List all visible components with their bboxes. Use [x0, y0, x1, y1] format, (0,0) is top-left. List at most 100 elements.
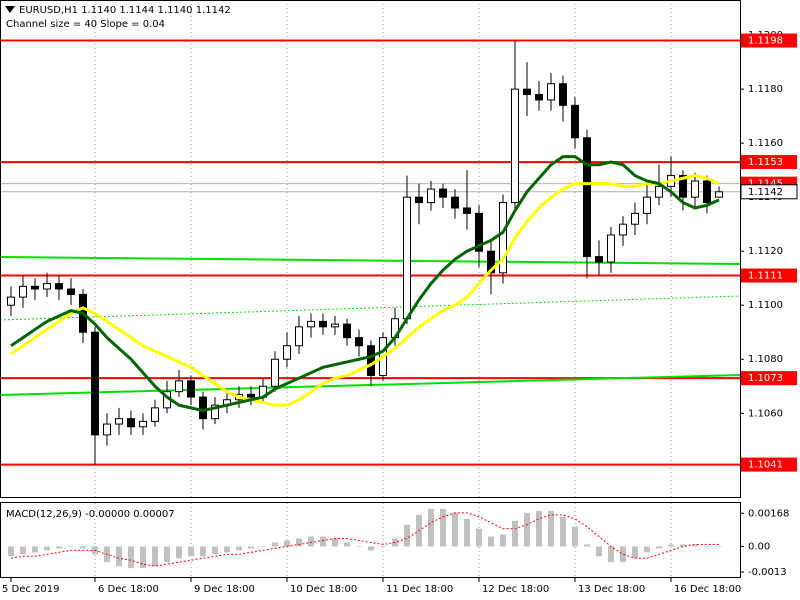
candle-body [631, 212, 639, 225]
candle-body [127, 418, 135, 428]
candle-body [343, 323, 351, 339]
candle-body [151, 407, 159, 422]
chart-title: EURUSD,H1 1.1140 1.1144 1.1140 1.1142 [19, 5, 231, 16]
macd-bar [80, 546, 86, 549]
macd-bar [68, 546, 74, 547]
candle-body [319, 320, 327, 328]
macd-bar [8, 546, 14, 557]
candle-body [463, 207, 471, 214]
macd-signal [10, 512, 719, 567]
channel-middle [0, 295, 741, 321]
candle-body [679, 175, 687, 198]
candle-body [403, 196, 411, 320]
candle-body [283, 345, 291, 360]
candle-body [31, 285, 39, 290]
x-tick-label: 12 Dec 18:00 [482, 584, 549, 595]
candle-body [547, 83, 555, 101]
candle-body [43, 283, 51, 290]
macd-bar [188, 546, 194, 557]
macd-bar [140, 546, 146, 569]
candle-body [415, 196, 423, 204]
macd-bar [368, 546, 374, 551]
level-label-box [741, 155, 797, 170]
macd-bar [716, 546, 722, 547]
macd-bar [524, 512, 530, 547]
level-label-box [741, 457, 797, 472]
macd-bar [680, 544, 686, 547]
candle-body [115, 418, 123, 425]
candle-body [427, 188, 435, 204]
candle-body [511, 88, 519, 204]
level-label: 1.1198 [748, 36, 783, 47]
macd-bar [704, 546, 710, 547]
x-tick-label: 11 Dec 18:00 [386, 584, 453, 595]
candle-body [175, 380, 183, 393]
macd-bar [212, 546, 218, 555]
level-label: 1.1041 [748, 460, 783, 471]
macd-bar [452, 512, 458, 547]
candle-body [571, 104, 579, 139]
macd-bar [536, 510, 542, 547]
macd-bar [152, 546, 158, 567]
candle-body [307, 320, 315, 328]
level-label-box [741, 371, 797, 386]
macd-bar [248, 546, 254, 549]
macd-bar [320, 536, 326, 547]
menu-triangle [5, 6, 15, 13]
macd-bar [668, 544, 674, 547]
y-tick-label: 1.1180 [748, 84, 783, 95]
candle-body [655, 185, 663, 198]
macd-bar [620, 546, 626, 563]
channel-upper [0, 256, 741, 265]
candle-body [7, 296, 15, 306]
candle-body [619, 223, 627, 236]
macd-bar [308, 536, 314, 547]
macd-bar [344, 542, 350, 547]
macd-bar [608, 546, 614, 563]
y-tick-label: 1.1100 [748, 300, 783, 311]
macd-bar [488, 536, 494, 547]
candle-body [55, 283, 63, 290]
candle-body [583, 137, 591, 258]
macd-bar [284, 540, 290, 547]
candle-body [271, 358, 279, 387]
macd-bar [512, 520, 518, 547]
candle-body [451, 196, 459, 209]
macd-bar [236, 546, 242, 551]
macd-bar [200, 546, 206, 557]
candle-body [523, 88, 531, 96]
candle-body [535, 94, 543, 101]
macd-bar [164, 546, 170, 563]
macd-panel-frame [0, 502, 741, 578]
candle-body [487, 250, 495, 274]
macd-bar [548, 510, 554, 547]
x-tick-label: 13 Dec 18:00 [578, 584, 645, 595]
macd-bar [476, 528, 482, 547]
macd-bar [260, 546, 266, 547]
macd-bar [644, 546, 650, 553]
macd-bar [44, 546, 50, 551]
candle-body [715, 191, 723, 198]
macd-bar [380, 546, 386, 547]
macd-bar [56, 546, 62, 549]
candle-body [499, 202, 507, 274]
macd-bar [656, 546, 662, 549]
candle-body [367, 345, 375, 376]
moving-average [10, 174, 720, 407]
x-tick-label: 6 Dec 18:00 [98, 584, 159, 595]
macd-bar [128, 546, 134, 569]
axis-layer: 1.12001.11801.11601.11401.11201.11001.10… [2, 30, 798, 595]
candle-body [247, 393, 255, 398]
macd-bar [176, 546, 182, 559]
candle-body [559, 83, 567, 106]
macd-bar [272, 542, 278, 547]
candle-body [607, 234, 615, 263]
macd-bar [560, 516, 566, 547]
y-tick-label: 1.1080 [748, 354, 783, 365]
macd-bar [224, 546, 230, 553]
candle-body [187, 380, 195, 398]
macd-bar [572, 526, 578, 547]
